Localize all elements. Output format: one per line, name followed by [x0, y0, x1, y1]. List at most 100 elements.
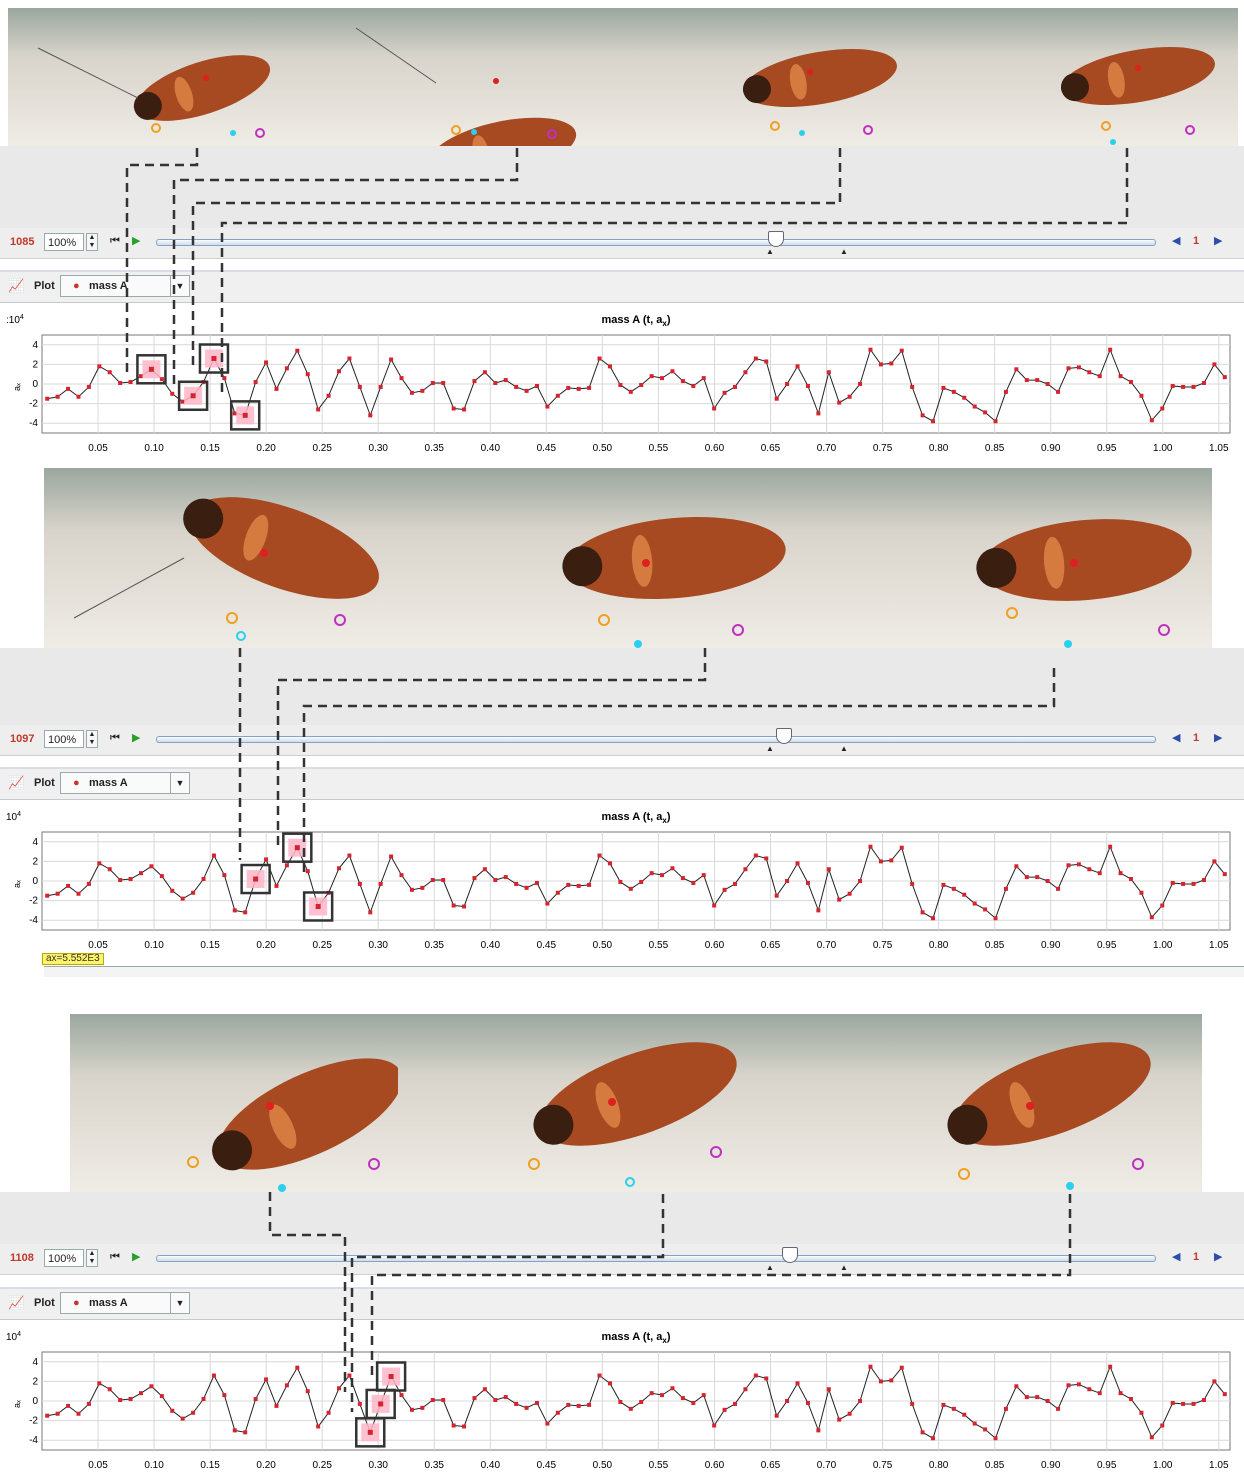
step-back-icon[interactable]: ◀ [1172, 1251, 1181, 1263]
video-frame-3 [610, 8, 928, 146]
x-tick-label: 0.65 [761, 1460, 781, 1471]
data-point [889, 361, 894, 366]
x-tick-label: 0.60 [705, 940, 725, 951]
series-selector[interactable]: ● mass A ▼ [60, 772, 190, 794]
chart-3[interactable]: mass A (t, ax) 104 aₓ 0.05 0.10 0.15 0.20 0.25 0… [0, 1320, 1244, 1472]
step-size[interactable]: 1 [1193, 732, 1200, 744]
frame-number: 1097 [10, 733, 35, 745]
data-point [639, 1399, 644, 1404]
zoom-field[interactable]: 100% [44, 1249, 84, 1267]
data-point [920, 1430, 925, 1435]
data-point [264, 360, 269, 365]
data-point [555, 890, 560, 895]
data-point [399, 376, 404, 381]
data-point [597, 356, 602, 361]
chart-1[interactable]: mass A (t, ax):104 aₓ 0.05 0.10 0.15 0.20 0.25… [0, 303, 1244, 460]
slider-thumb[interactable] [776, 728, 792, 744]
data-point [430, 878, 435, 883]
series-selector[interactable]: ● mass A ▼ [60, 275, 190, 297]
data-point [284, 863, 289, 868]
data-point [378, 881, 383, 886]
zoom-field[interactable]: 100% [44, 730, 84, 748]
skip-to-start-icon[interactable]: ⏮ [110, 732, 120, 744]
play-icon[interactable]: ▶ [132, 732, 141, 744]
y-tick-label: -4 [29, 418, 38, 429]
play-icon[interactable]: ▶ [132, 235, 141, 247]
player-controls-3: 1108 100% ▲ ▼ ⏮ ▶ ▲ ▲ ◀ 1 ▶ [0, 1244, 1244, 1275]
step-forward-icon[interactable]: ▶ [1214, 1251, 1223, 1263]
data-point [545, 404, 550, 409]
data-point [441, 1398, 446, 1403]
trim-end-marker[interactable]: ▲ [840, 1263, 848, 1272]
data-point [576, 1403, 581, 1408]
trim-end-marker[interactable]: ▲ [840, 744, 848, 753]
data-point [628, 1406, 633, 1411]
zoom-spinner[interactable]: ▲ ▼ [86, 730, 98, 748]
skip-to-start-icon[interactable]: ⏮ [110, 235, 120, 247]
skip-to-start-icon[interactable]: ⏮ [110, 1251, 120, 1263]
chevron-down-icon[interactable]: ▼ [170, 773, 189, 793]
step-size[interactable]: 1 [1193, 235, 1200, 247]
data-point [628, 389, 633, 394]
data-point [1212, 362, 1217, 367]
step-back-icon[interactable]: ◀ [1172, 732, 1181, 744]
trim-start-marker[interactable]: ▲ [766, 247, 774, 256]
data-point [170, 888, 175, 893]
data-point [514, 384, 519, 389]
frame-slider[interactable] [156, 239, 1156, 246]
data-point [107, 867, 112, 872]
data-point [670, 1386, 675, 1391]
trim-start-marker[interactable]: ▲ [766, 1263, 774, 1272]
frame-slider[interactable] [156, 1255, 1156, 1262]
data-point [1108, 1364, 1113, 1369]
slider-thumb[interactable] [768, 231, 784, 247]
data-point [670, 369, 675, 374]
chevron-down-icon[interactable]: ▼ [170, 276, 189, 296]
data-point [878, 1379, 883, 1384]
data-point [1222, 1392, 1227, 1397]
data-point [524, 1405, 529, 1410]
data-point [1108, 347, 1113, 352]
data-point [941, 1402, 946, 1407]
x-tick-label: 1.00 [1153, 443, 1173, 454]
y-tick-label: 2 [32, 359, 38, 370]
step-forward-icon[interactable]: ▶ [1214, 732, 1223, 744]
play-icon[interactable]: ▶ [132, 1251, 141, 1263]
data-point [712, 406, 717, 411]
highlighted-point [242, 412, 248, 418]
data-point [1181, 1401, 1186, 1406]
data-point [1181, 384, 1186, 389]
data-point [211, 853, 216, 858]
data-point [243, 1430, 248, 1435]
frame-slider[interactable] [156, 736, 1156, 743]
data-point [805, 880, 810, 885]
step-forward-icon[interactable]: ▶ [1214, 235, 1223, 247]
zoom-field[interactable]: 100% [44, 233, 84, 251]
plot-label: Plot [34, 280, 55, 292]
zoom-spinner[interactable]: ▲ ▼ [86, 233, 98, 251]
graph-panel-1: mass A (t, ax):104 aₓ 0.05 0.10 0.15 0.20 0.25… [0, 303, 1244, 460]
data-point [420, 1405, 425, 1410]
chart-2[interactable]: mass A (t, ax) 104 aₓ 0.05 0.10 0.15 0.20 0.25 0… [0, 800, 1244, 957]
chevron-down-icon[interactable]: ▼ [170, 1293, 189, 1313]
data-point [222, 376, 227, 381]
step-size[interactable]: 1 [1193, 1251, 1200, 1263]
data-point [1035, 875, 1040, 880]
trim-end-marker[interactable]: ▲ [840, 247, 848, 256]
x-tick-label: 0.50 [593, 1460, 613, 1471]
data-point [264, 857, 269, 862]
trim-start-marker[interactable]: ▲ [766, 744, 774, 753]
data-point [1003, 886, 1008, 891]
zoom-spinner[interactable]: ▲ ▼ [86, 1249, 98, 1267]
y-tick-label: 2 [32, 1376, 38, 1387]
step-back-icon[interactable]: ◀ [1172, 235, 1181, 247]
y-tick-label: -2 [29, 896, 38, 907]
x-tick-label: 0.80 [929, 443, 949, 454]
slider-thumb[interactable] [782, 1247, 798, 1263]
series-selector[interactable]: ● mass A ▼ [60, 1292, 190, 1314]
data-point [472, 1396, 477, 1401]
data-point [503, 875, 508, 880]
frame-number: 1085 [10, 236, 35, 248]
data-point [1056, 1406, 1061, 1411]
data-point [1087, 370, 1092, 375]
